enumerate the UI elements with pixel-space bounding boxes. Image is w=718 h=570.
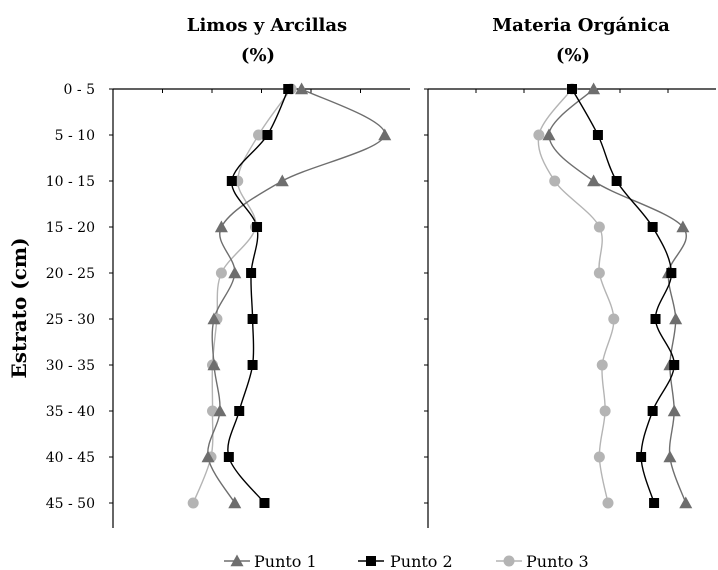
panel-1-punto-1-point xyxy=(228,266,242,279)
legend-punto-1-label: Punto 1 xyxy=(254,552,317,570)
legend-punto-3-marker xyxy=(503,555,515,567)
panel-2-punto-1-point xyxy=(542,128,556,141)
panel-2-punto-3-point xyxy=(533,129,545,141)
legend-punto-3-label: Punto 3 xyxy=(526,552,589,570)
panel-2-punto-3-point xyxy=(596,359,608,371)
panel-1-punto-1-point xyxy=(228,496,242,509)
panel-1-punto-1-point xyxy=(201,450,215,463)
panel-1-title-line1: Limos y Arcillas xyxy=(187,15,347,36)
panel-2-punto-3-line xyxy=(537,88,615,504)
panel-2-punto-3-point xyxy=(599,405,611,417)
panel-1-punto-2-point xyxy=(223,452,234,462)
category-tick-label: 40 - 45 xyxy=(46,450,95,466)
panel-1-punto-1-point xyxy=(207,312,221,325)
panel-2-punto-2-point xyxy=(669,360,680,370)
category-tick-label: 10 - 15 xyxy=(46,174,95,190)
panel-1-punto-2-point xyxy=(246,268,257,278)
panel-1-punto-2-point xyxy=(226,176,237,186)
panel-2-punto-3-point xyxy=(593,221,605,233)
panel-2-punto-3-point xyxy=(593,267,605,279)
panel-2-punto-1-point xyxy=(587,174,601,187)
panel-1-punto-2-point xyxy=(234,406,245,416)
legend-punto-2-label: Punto 2 xyxy=(390,552,453,570)
category-tick-label: 35 - 40 xyxy=(46,404,95,420)
panel-2-punto-2-point xyxy=(636,452,647,462)
panel-1-punto-2-point xyxy=(283,84,294,94)
panel-1-punto-2-point xyxy=(252,222,263,232)
panel-2-punto-3-point xyxy=(602,497,614,509)
panel-1-punto-1-point xyxy=(213,404,227,417)
panel-1-punto-1-line xyxy=(207,88,386,504)
panel-2-punto-1-point xyxy=(663,450,677,463)
panel-1-punto-1-point xyxy=(275,174,289,187)
panel-1-punto-3-point xyxy=(253,129,265,141)
category-tick-label: 5 - 10 xyxy=(55,128,95,144)
panel-2-punto-3-point xyxy=(608,313,620,325)
category-tick-label: 30 - 35 xyxy=(46,358,95,374)
panel-1-punto-2-point xyxy=(262,130,273,140)
panel-1-punto-1-point xyxy=(295,82,309,95)
panel-2-punto-2-point xyxy=(647,222,658,232)
panel-2-punto-2-line xyxy=(571,88,675,504)
panel-1-punto-1-point xyxy=(207,358,221,371)
panel-2-punto-3-point xyxy=(549,175,561,187)
category-tick-label: 15 - 20 xyxy=(46,220,95,236)
category-tick-label: 0 - 5 xyxy=(64,82,95,98)
panel-2-punto-1-point xyxy=(587,82,601,95)
y-axis-label: Estrato (cm) xyxy=(7,237,31,378)
category-tick-label: 25 - 30 xyxy=(46,312,95,328)
panel-2-punto-2-point xyxy=(592,130,603,140)
panel-1-punto-1-point xyxy=(214,220,228,233)
panel-1-punto-2-point xyxy=(259,498,270,508)
panel-2-punto-1-point xyxy=(669,312,683,325)
panel-2-punto-2-point xyxy=(650,314,661,324)
panel-1-punto-3-point xyxy=(215,267,227,279)
panel-1-punto-2-point xyxy=(247,360,258,370)
panel-2-punto-1-line xyxy=(548,88,687,504)
panel-2-title-line2: (%) xyxy=(556,45,590,66)
panel-1-punto-2-point xyxy=(247,314,258,324)
panel-2-punto-2-point xyxy=(611,176,622,186)
panel-2-punto-2-point xyxy=(666,268,677,278)
panel-1-punto-1-point xyxy=(378,128,392,141)
panel-2-punto-1-point xyxy=(676,220,690,233)
panel-1-punto-3-line xyxy=(192,88,292,504)
category-tick-label: 45 - 50 xyxy=(46,496,95,512)
panel-2-punto-2-point xyxy=(649,498,660,508)
panel-1-title-line2: (%) xyxy=(241,45,275,66)
panel-2-punto-2-point xyxy=(567,84,577,94)
legend-punto-2-marker xyxy=(366,556,376,566)
panel-2-punto-2-point xyxy=(647,406,658,416)
panel-2-punto-1-point xyxy=(679,496,693,509)
category-tick-label: 20 - 25 xyxy=(46,266,95,282)
legend-punto-1-marker xyxy=(230,554,244,567)
panel-1-punto-3-point xyxy=(187,497,199,509)
panel-1-punto-2-line xyxy=(227,88,289,504)
panel-2-punto-1-point xyxy=(667,404,681,417)
panel-2-punto-3-point xyxy=(593,451,605,463)
panel-2-title-line1: Materia Orgánica xyxy=(492,15,670,36)
